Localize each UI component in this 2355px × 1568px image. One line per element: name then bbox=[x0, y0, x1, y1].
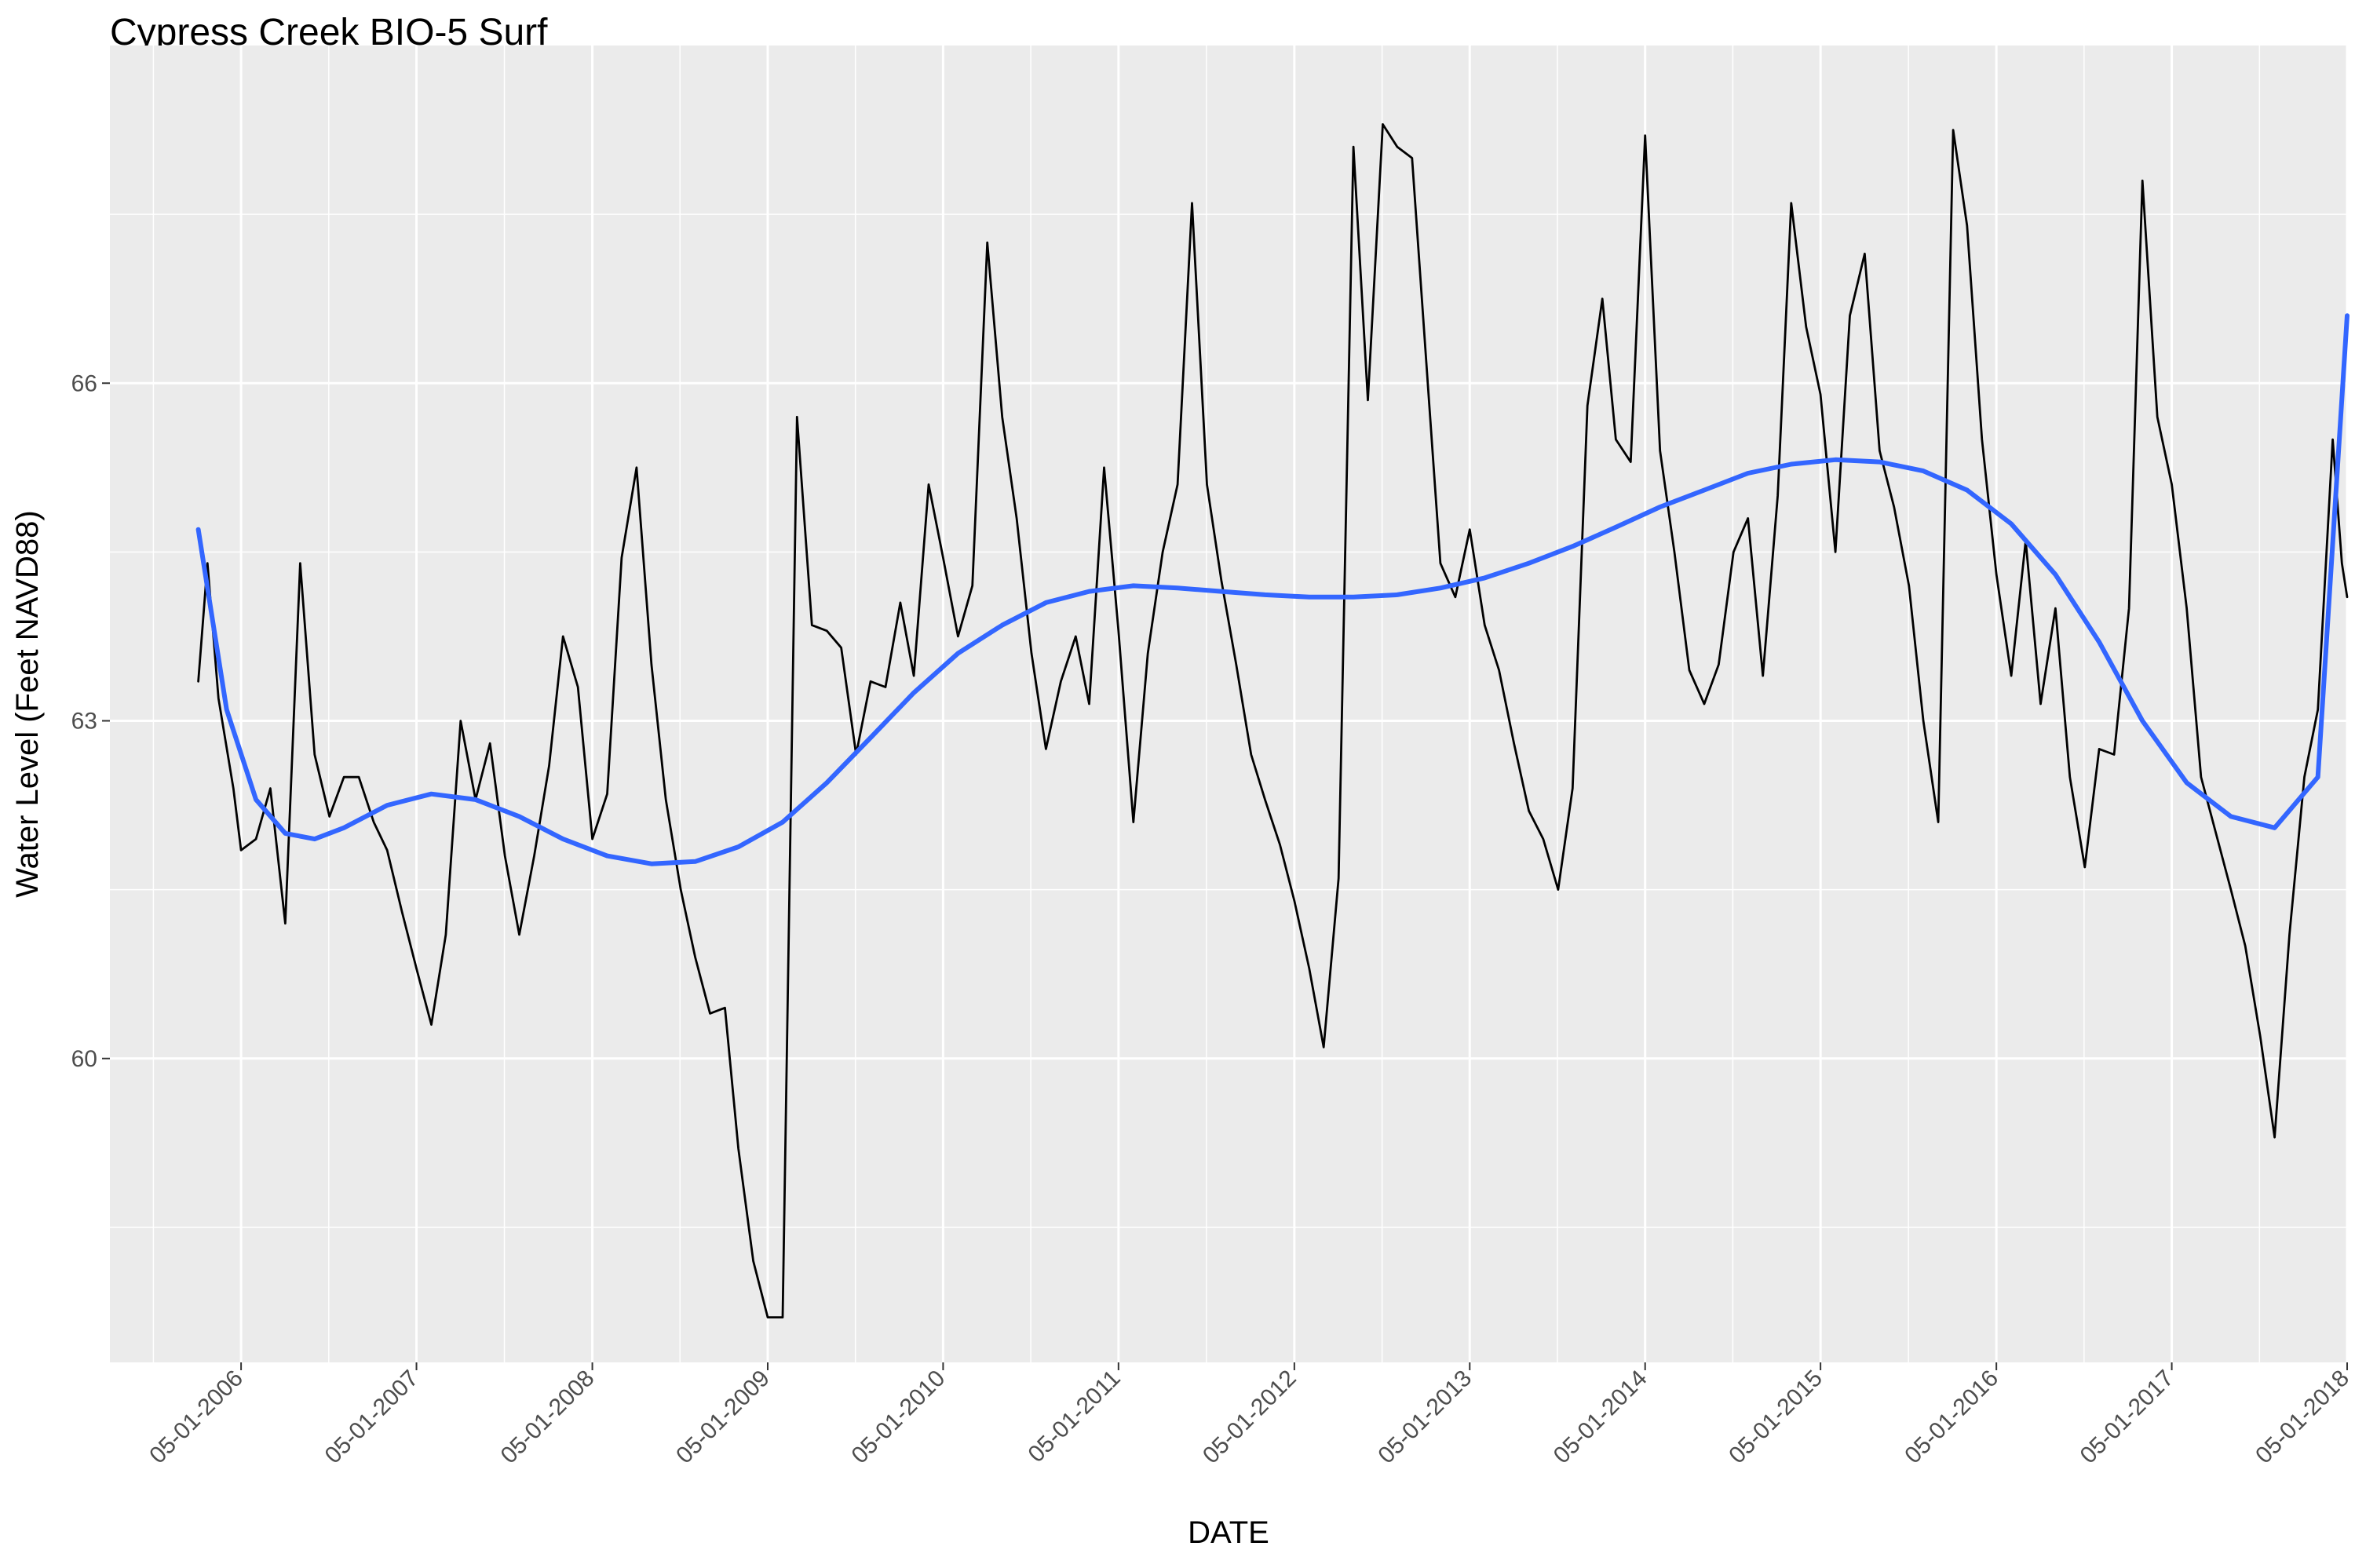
x-tick-label: 05-01-2009 bbox=[671, 1366, 775, 1469]
x-tick-label: 05-01-2011 bbox=[1024, 1366, 1126, 1468]
x-tick-label: 05-01-2008 bbox=[496, 1366, 600, 1469]
x-tick-label: 05-01-2010 bbox=[847, 1366, 951, 1469]
smoothed-trend-line bbox=[195, 313, 2350, 866]
major-gridlines bbox=[110, 46, 2349, 1362]
minor-gridlines bbox=[110, 46, 2347, 1362]
y-tick-label: 60 bbox=[71, 1046, 97, 1072]
x-tick-label: 05-01-2014 bbox=[1549, 1366, 1652, 1469]
x-tick-label: 05-01-2016 bbox=[1900, 1366, 2003, 1469]
x-tick-label: 05-01-2018 bbox=[2251, 1366, 2354, 1469]
x-tick-label: 05-01-2013 bbox=[1373, 1366, 1477, 1469]
x-tick-label: 05-01-2007 bbox=[320, 1366, 424, 1469]
x-tick-label: 05-01-2017 bbox=[2076, 1366, 2179, 1469]
y-axis-title: Water Level (Feet NAVD88) bbox=[10, 510, 45, 898]
x-tick-label: 05-01-2012 bbox=[1198, 1366, 1302, 1469]
water-level-line bbox=[197, 123, 2349, 1318]
series-layer bbox=[195, 123, 2350, 1318]
x-tick-label: 05-01-2015 bbox=[1724, 1366, 1827, 1469]
plot-panel bbox=[110, 46, 2347, 1362]
y-tick-label: 66 bbox=[71, 370, 97, 396]
x-axis-title: DATE bbox=[1188, 1515, 1269, 1550]
x-tick-label: 05-01-2006 bbox=[144, 1366, 248, 1469]
y-tick-label: 63 bbox=[71, 709, 97, 735]
